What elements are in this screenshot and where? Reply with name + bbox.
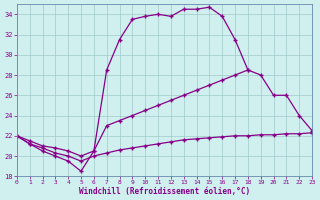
X-axis label: Windchill (Refroidissement éolien,°C): Windchill (Refroidissement éolien,°C)	[79, 187, 250, 196]
